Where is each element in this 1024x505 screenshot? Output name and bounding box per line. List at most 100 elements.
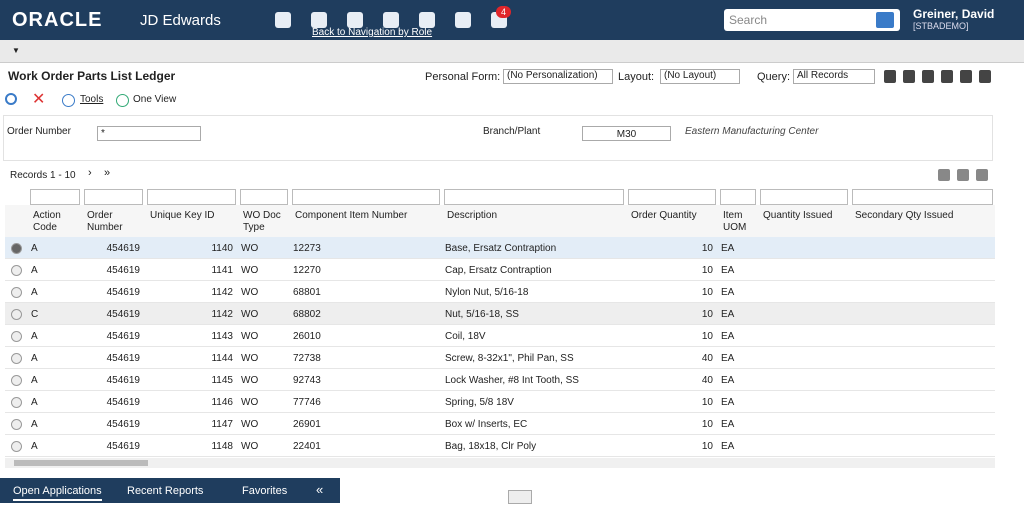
- footer-tab[interactable]: Recent Reports: [127, 485, 204, 497]
- cell: WO: [241, 419, 259, 430]
- personal-form-select[interactable]: (No Personalization): [503, 69, 613, 84]
- user-env: [STBADEMO]: [913, 21, 969, 31]
- column-header[interactable]: Quantity Issued: [763, 210, 833, 221]
- oneview-icon[interactable]: [116, 94, 129, 107]
- grid-row[interactable]: [5, 237, 995, 259]
- chart-icon[interactable]: [347, 12, 363, 28]
- cell: Lock Washer, #8 Int Tooth, SS: [445, 375, 579, 386]
- collapse-tabs[interactable]: «: [316, 482, 324, 497]
- one-view[interactable]: One View: [133, 94, 177, 105]
- cell: 40: [701, 353, 713, 364]
- query-select[interactable]: All Records: [793, 69, 875, 84]
- tools-icon[interactable]: [62, 94, 75, 107]
- cell: EA: [721, 331, 735, 342]
- column-filter-input[interactable]: [147, 189, 236, 205]
- grid-row[interactable]: [5, 281, 995, 303]
- column-filter-input[interactable]: [852, 189, 993, 205]
- cell: 92743: [293, 375, 321, 386]
- grid-row[interactable]: [5, 391, 995, 413]
- branch-value: M30: [616, 129, 637, 140]
- row-radio[interactable]: [11, 309, 22, 320]
- column-filter-input[interactable]: [444, 189, 624, 205]
- close-button[interactable]: ✕: [32, 91, 46, 108]
- form-tool-icon[interactable]: [922, 70, 934, 83]
- next-page[interactable]: ›: [88, 167, 92, 179]
- cell: 68802: [293, 309, 321, 320]
- flag-icon[interactable]: [455, 12, 471, 28]
- form-tool-icon[interactable]: [884, 70, 896, 83]
- column-header[interactable]: Unique Key ID: [150, 210, 215, 221]
- last-page[interactable]: »: [104, 167, 111, 179]
- cell: 77746: [293, 397, 321, 408]
- footer-tab[interactable]: Open Applications: [13, 485, 102, 501]
- cell: 68801: [293, 287, 321, 298]
- cell: 1140: [211, 243, 233, 254]
- column-filter-input[interactable]: [240, 189, 288, 205]
- expand-handle[interactable]: [508, 490, 532, 504]
- grid-row[interactable]: [5, 347, 995, 369]
- row-radio[interactable]: [11, 419, 22, 430]
- grid-row[interactable]: [5, 369, 995, 391]
- column-header[interactable]: Order Number: [87, 210, 123, 233]
- search-button[interactable]: [876, 12, 894, 28]
- form-tool-icon[interactable]: [979, 70, 991, 83]
- user-name[interactable]: Greiner, David: [913, 7, 995, 21]
- column-filter-input[interactable]: [30, 189, 80, 205]
- menu-caret[interactable]: ▼: [12, 46, 20, 55]
- row-radio[interactable]: [11, 397, 22, 408]
- column-filter-input[interactable]: [628, 189, 716, 205]
- cell: EA: [721, 397, 735, 408]
- column-header[interactable]: Component Item Number: [295, 210, 408, 221]
- row-radio[interactable]: [11, 441, 22, 452]
- grid-row[interactable]: [5, 259, 995, 281]
- form-tool-icon[interactable]: [960, 70, 972, 83]
- grid-row[interactable]: [5, 325, 995, 347]
- footer-tab[interactable]: Favorites: [242, 485, 288, 497]
- column-filter-input[interactable]: [720, 189, 756, 205]
- cell: WO: [241, 397, 259, 408]
- cell: 26901: [293, 419, 321, 430]
- sub-bar: [0, 40, 1024, 63]
- row-radio[interactable]: [11, 243, 22, 254]
- row-radio[interactable]: [11, 331, 22, 342]
- find-button[interactable]: [5, 93, 17, 105]
- edit-icon[interactable]: [383, 12, 399, 28]
- branch-input[interactable]: M30: [582, 126, 671, 141]
- grid-tool-icon[interactable]: [938, 169, 950, 181]
- column-header[interactable]: Order Quantity: [631, 210, 697, 221]
- cell: A: [31, 331, 38, 342]
- grid-row[interactable]: [5, 303, 995, 325]
- row-radio[interactable]: [11, 265, 22, 276]
- row-radio[interactable]: [11, 375, 22, 386]
- grid-row[interactable]: [5, 413, 995, 435]
- column-filter-input[interactable]: [292, 189, 440, 205]
- column-header[interactable]: Description: [447, 210, 498, 221]
- order-number-input[interactable]: *: [97, 126, 201, 141]
- form-tool-icon[interactable]: [903, 70, 915, 83]
- cell: Box w/ Inserts, EC: [445, 419, 528, 430]
- search-box[interactable]: Search: [724, 9, 900, 31]
- star-icon[interactable]: [419, 12, 435, 28]
- grid-row[interactable]: [5, 435, 995, 457]
- cell: 454619: [106, 309, 140, 320]
- column-header[interactable]: Action Code: [33, 210, 61, 233]
- column-header[interactable]: WO Doc Type: [243, 210, 281, 233]
- home-icon[interactable]: [275, 12, 291, 28]
- row-radio[interactable]: [11, 287, 22, 298]
- filter-panel: [3, 115, 993, 161]
- cell: Cap, Ersatz Contraption: [445, 265, 552, 276]
- row-radio[interactable]: [11, 353, 22, 364]
- layout-select[interactable]: (No Layout): [660, 69, 740, 84]
- grid-tool-icon[interactable]: [957, 169, 969, 181]
- cell: EA: [721, 419, 735, 430]
- tools-menu[interactable]: Tools: [80, 94, 104, 105]
- clock-icon[interactable]: [311, 12, 327, 28]
- nav-link[interactable]: Back to Navigation by Role: [312, 27, 433, 38]
- column-filter-input[interactable]: [84, 189, 143, 205]
- column-filter-input[interactable]: [760, 189, 848, 205]
- column-header[interactable]: Secondary Qty Issued: [855, 210, 954, 221]
- cell: 1148: [211, 441, 233, 452]
- column-header[interactable]: Item UOM: [723, 210, 747, 233]
- form-tool-icon[interactable]: [941, 70, 953, 83]
- grid-tool-icon[interactable]: [976, 169, 988, 181]
